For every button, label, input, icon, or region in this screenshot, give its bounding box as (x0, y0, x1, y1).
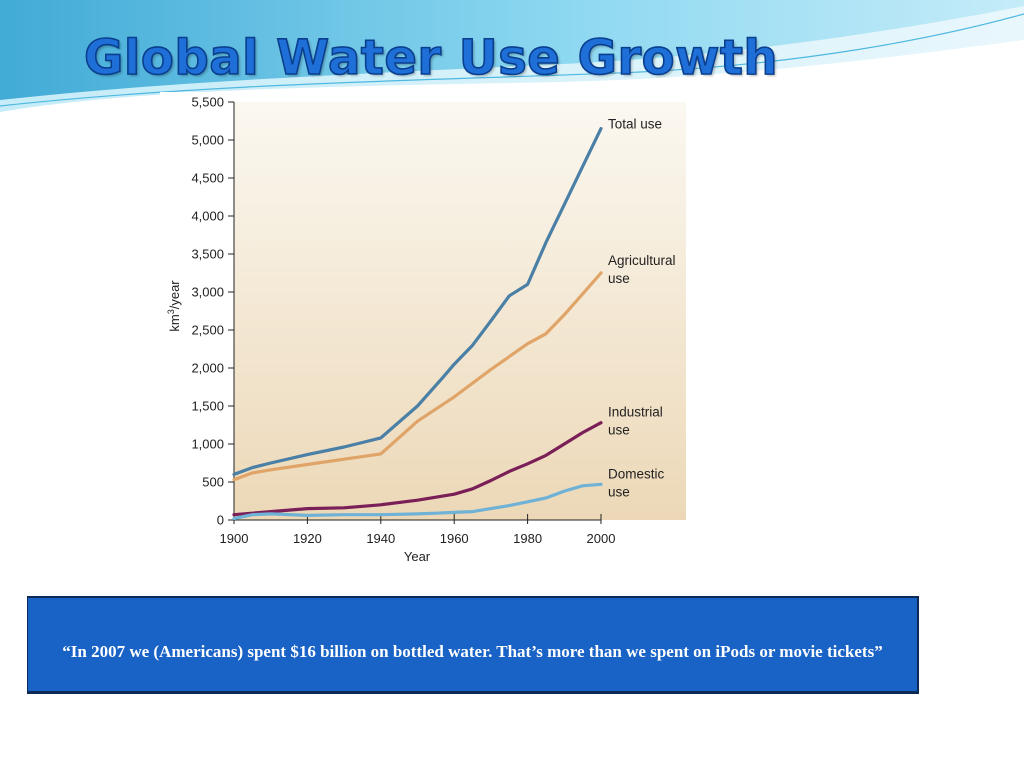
y-tick-label: 1,000 (191, 437, 224, 452)
series-label-domestic: Domestic (608, 466, 665, 481)
y-tick-label: 5,500 (191, 95, 224, 110)
series-label-agricultural: Agricultural (608, 253, 676, 268)
series-label-total: Total use (608, 117, 662, 132)
x-tick-label: 1960 (440, 531, 469, 546)
y-axis-label: km3/year (166, 280, 182, 332)
y-ticks: 0 500 1,000 1,500 2,000 2,500 3,000 3,500 4,000 4… (191, 95, 234, 528)
series-lines (232, 127, 603, 521)
series-label-agricultural: use (608, 271, 630, 286)
x-tick-label: 1940 (366, 531, 395, 546)
y-tick-label: 4,000 (191, 209, 224, 224)
x-tick-label: 2000 (587, 531, 616, 546)
series-label-domestic: use (608, 484, 630, 499)
y-axis-label-base: km (167, 314, 182, 331)
header-wave-line (0, 13, 1024, 107)
x-tick-label: 1980 (513, 531, 542, 546)
x-tick-label: 1920 (293, 531, 322, 546)
series-labels: Total use Agricultural use Industrial use Dom… (608, 117, 676, 500)
y-tick-label: 3,500 (191, 247, 224, 262)
water-use-line-chart: 0 500 1,000 1,500 2,000 2,500 3,000 3,500 4,000 4… (160, 92, 690, 570)
y-axis-label-sup: 3 (166, 309, 176, 314)
y-tick-label: 2,000 (191, 361, 224, 376)
x-tick-label: 1900 (220, 531, 249, 546)
series-label-industrial: Industrial (608, 405, 663, 420)
y-tick-label: 1,500 (191, 399, 224, 414)
quote-text: “In 2007 we (Americans) spent $16 billio… (62, 641, 883, 661)
y-tick-label: 500 (202, 475, 224, 490)
series-line-total (232, 127, 603, 476)
y-tick-label: 3,000 (191, 285, 224, 300)
header-wave-dark (0, 0, 1024, 100)
series-label-industrial: use (608, 423, 630, 438)
y-tick-label: 4,500 (191, 171, 224, 186)
y-tick-label: 0 (217, 513, 224, 528)
y-axis-label-rest: /year (167, 280, 182, 310)
y-tick-label: 5,000 (191, 133, 224, 148)
quote-box: “In 2007 we (Americans) spent $16 billio… (27, 596, 919, 694)
plot-area (234, 102, 686, 520)
x-axis-label: Year (404, 549, 431, 564)
y-tick-label: 2,500 (191, 323, 224, 338)
chart-axes (233, 102, 601, 521)
slide-title: Global Water Use Growth (83, 29, 779, 87)
x-ticks: 1900 1920 1940 1960 1980 2000 (220, 514, 616, 546)
